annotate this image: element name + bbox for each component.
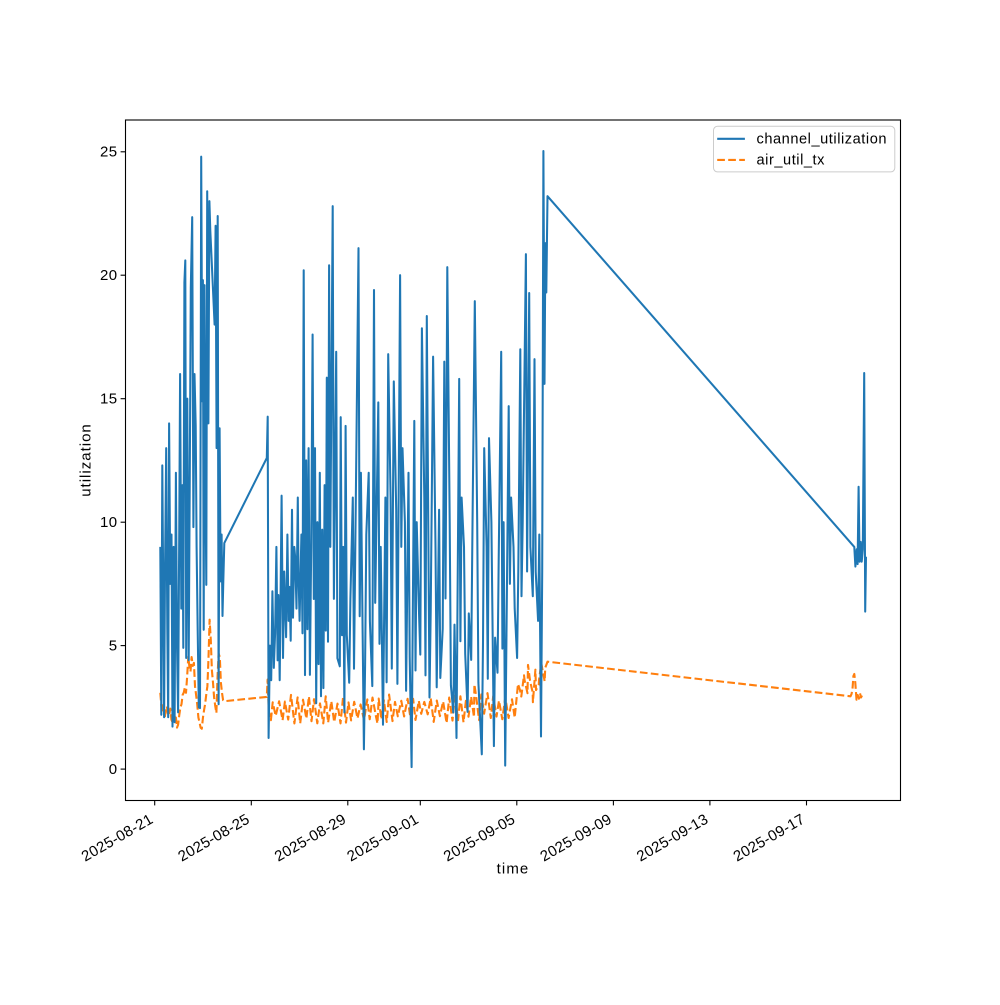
- svg-text:0: 0: [109, 761, 118, 778]
- svg-text:15: 15: [100, 391, 118, 408]
- svg-text:5: 5: [109, 637, 118, 654]
- svg-text:channel_utilization: channel_utilization: [757, 132, 888, 148]
- svg-text:air_util_tx: air_util_tx: [757, 153, 826, 169]
- svg-text:20: 20: [100, 267, 118, 284]
- svg-text:10: 10: [100, 514, 118, 531]
- svg-text:utilization: utilization: [78, 423, 95, 497]
- svg-text:time: time: [497, 861, 530, 878]
- svg-text:25: 25: [100, 144, 118, 161]
